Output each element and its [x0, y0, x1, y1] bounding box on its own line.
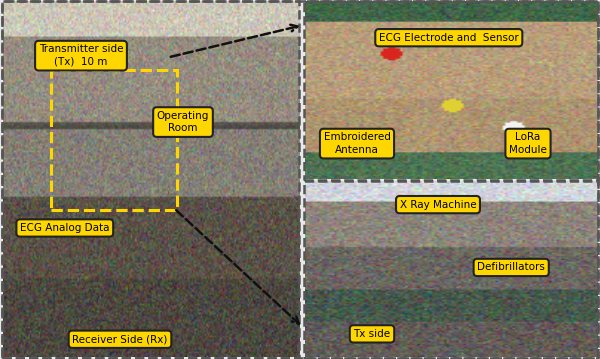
- Text: Transmitter side
(Tx)  10 m: Transmitter side (Tx) 10 m: [39, 45, 123, 67]
- Text: Receiver Side (Rx): Receiver Side (Rx): [73, 334, 167, 344]
- Bar: [51, 70, 177, 210]
- Text: LoRa
Module: LoRa Module: [509, 132, 547, 155]
- Text: X Ray Machine: X Ray Machine: [400, 200, 476, 210]
- Bar: [304, 181, 598, 358]
- Text: Defibrillators: Defibrillators: [477, 262, 545, 272]
- Text: Tx side: Tx side: [353, 329, 391, 339]
- Text: Operating
Room: Operating Room: [157, 111, 209, 133]
- Bar: [304, 1, 598, 180]
- Bar: [2, 1, 299, 358]
- Text: ECG Electrode and  Sensor: ECG Electrode and Sensor: [379, 33, 518, 43]
- Text: ECG Analog Data: ECG Analog Data: [20, 223, 110, 233]
- Text: Embroidered
Antenna: Embroidered Antenna: [323, 132, 391, 155]
